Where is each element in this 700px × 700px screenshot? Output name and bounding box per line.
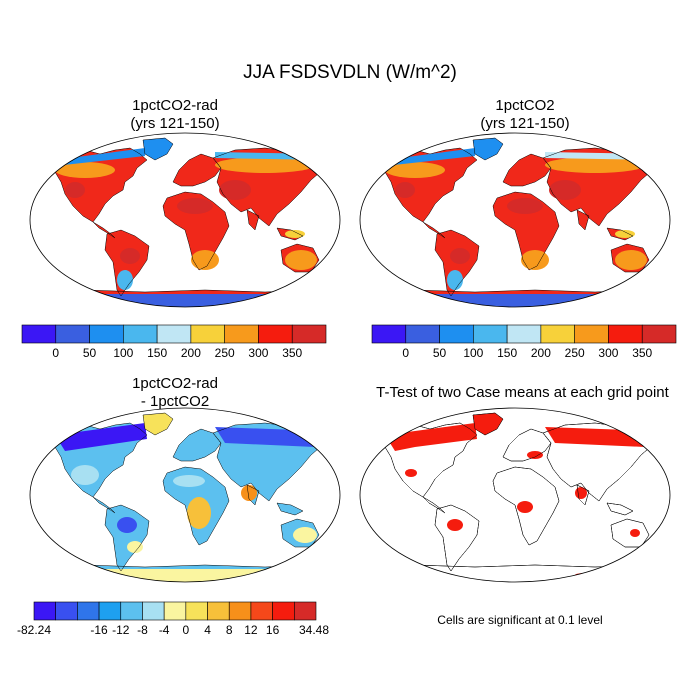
colorbar-swatch (142, 601, 165, 621)
colorbar-tick-label: 200 (531, 346, 551, 360)
colorbar-swatch (123, 324, 158, 344)
colorbar-swatch (574, 324, 609, 344)
colorbar-tick-label: 350 (632, 346, 652, 360)
panel-title-line2: - 1pctCO2 (140, 393, 210, 410)
colorbar-tick-label: 150 (147, 346, 167, 360)
colorbar-tick-label: 0 (52, 346, 59, 360)
map-panel-1pctco2-rad (29, 132, 341, 308)
colorbar-swatch (33, 601, 56, 621)
colorbar-swatch (89, 324, 124, 344)
panel-title-1pctco2-rad: 1pctCO2-rad (yrs 121-150) (60, 97, 290, 133)
colorbar-difference: -82.24 -16 -12 -8 -4 0 4 8 12 16 34.48 (17, 601, 329, 637)
colorbar-tick-label: 100 (113, 346, 133, 360)
colorbar-swatch (272, 601, 295, 621)
colorbar-swatch (120, 601, 143, 621)
colorbar-swatch (156, 324, 192, 344)
colorbar-swatch (98, 601, 122, 621)
colorbar-swatch (294, 601, 317, 621)
colorbar-swatch (506, 324, 542, 344)
colorbar-swatch (439, 324, 474, 344)
colorbar-swatch (608, 324, 643, 344)
colorbar-tick-label: 0 (402, 346, 409, 360)
colorbar-swatch (77, 601, 100, 621)
colorbar-swatch (291, 324, 327, 344)
colorbar-tick-label: -4 (159, 623, 170, 637)
colorbar-swatch (185, 601, 208, 621)
colorbar-swatch (258, 324, 293, 344)
colorbar-tick-label: 50 (433, 346, 447, 360)
colorbar-tick-label: 34.48 (299, 623, 329, 637)
colorbar-swatch (55, 601, 78, 621)
colorbar-tick-label: 150 (497, 346, 517, 360)
colorbar-1pctco2: 0 50 100 150 200 250 300 350 (371, 324, 677, 360)
map-panel-ttest (359, 407, 671, 583)
panel-title-line1: T-Test of two Case means at each grid po… (376, 384, 669, 401)
colorbar-swatch (21, 324, 57, 344)
panel-title-line1: 1pctCO2 (495, 97, 555, 114)
colorbar-swatch (371, 324, 407, 344)
panel-title-line2: (yrs 121-150) (480, 115, 570, 132)
colorbar-swatch (55, 324, 90, 344)
panel-title-ttest: T-Test of two Case means at each grid po… (355, 384, 690, 402)
ttest-significance-note: Cells are significant at 0.1 level (437, 613, 603, 627)
colorbar-tick-label: 12 (244, 623, 258, 637)
panel-title-1pctco2: 1pctCO2 (yrs 121-150) (410, 97, 640, 133)
colorbar-tick-label: 0 (183, 623, 190, 637)
colorbar-tick-label: 4 (204, 623, 211, 637)
colorbar-tick-label: 8 (226, 623, 233, 637)
colorbar-tick-label: -16 (90, 623, 108, 637)
map-panel-difference (29, 407, 341, 583)
colorbar-swatch (224, 324, 259, 344)
colorbar-tick-label: 250 (215, 346, 235, 360)
colorbar-swatch (250, 601, 273, 621)
panel-title-line2: (yrs 121-150) (130, 115, 220, 132)
colorbar-1pctco2-rad: 0 50 100 150 200 250 300 350 (21, 324, 327, 360)
colorbar-tick-label: -82.24 (17, 623, 51, 637)
figure-title: JJA FSDSVDLN (W/m^2) (243, 62, 457, 83)
colorbar-tick-label: -12 (112, 623, 130, 637)
colorbar-swatch (228, 601, 252, 621)
colorbar-tick-label: -8 (137, 623, 148, 637)
colorbar-swatch (190, 324, 225, 344)
colorbar-tick-label: 16 (266, 623, 280, 637)
colorbar-swatch (207, 601, 230, 621)
colorbar-swatch (163, 601, 187, 621)
colorbar-swatch (473, 324, 508, 344)
colorbar-tick-label: 250 (565, 346, 585, 360)
panel-title-line1: 1pctCO2-rad (132, 97, 218, 114)
colorbar-swatch (540, 324, 575, 344)
panel-title-line1: 1pctCO2-rad (132, 375, 218, 392)
map-panel-1pctco2 (359, 132, 671, 308)
colorbar-tick-label: 300 (598, 346, 618, 360)
colorbar-tick-label: 300 (248, 346, 268, 360)
colorbar-tick-label: 100 (463, 346, 483, 360)
colorbar-tick-label: 350 (282, 346, 302, 360)
colorbar-tick-label: 50 (83, 346, 97, 360)
colorbar-swatch (405, 324, 440, 344)
colorbar-swatch (641, 324, 677, 344)
colorbar-tick-label: 200 (181, 346, 201, 360)
panel-title-difference: 1pctCO2-rad - 1pctCO2 (60, 375, 290, 411)
